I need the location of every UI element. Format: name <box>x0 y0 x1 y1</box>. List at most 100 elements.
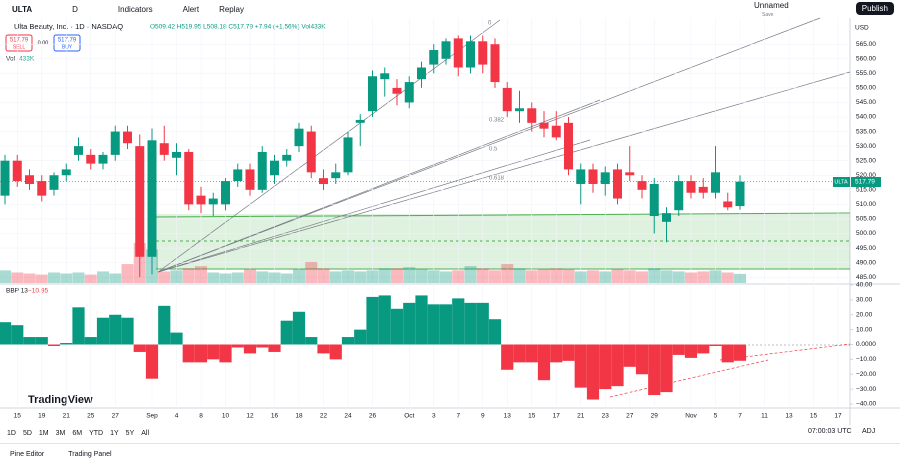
candle-body <box>698 186 708 193</box>
candle-body <box>649 183 659 217</box>
bbp-bar <box>550 344 563 363</box>
candle-body <box>441 41 451 59</box>
bbp-bar <box>292 311 306 345</box>
fan-line <box>157 71 851 273</box>
symbol[interactable]: ULTA <box>12 4 33 14</box>
bbp-tick-label: −40.00 <box>856 401 876 408</box>
sell-button[interactable] <box>5 34 33 52</box>
bbp-tick-label: −10.00 <box>856 356 876 363</box>
volume-bar <box>623 270 636 283</box>
spread: 0.00 <box>38 40 49 46</box>
candle-body <box>184 151 194 205</box>
y-tick-label: 505.00 <box>856 216 876 223</box>
x-tick-label: 15 <box>14 413 22 420</box>
bbp-bar <box>182 344 195 363</box>
candle-body <box>221 181 230 205</box>
range-button[interactable]: 1M <box>38 429 49 437</box>
interval[interactable]: D <box>72 4 78 14</box>
candle-body <box>453 38 463 68</box>
volume-bar <box>489 270 501 283</box>
bbp-bar <box>648 344 661 396</box>
volume-bar <box>317 268 330 283</box>
layout[interactable]: Unnamed Save <box>754 2 789 19</box>
x-tick-label: 27 <box>626 413 634 420</box>
save[interactable]: Save <box>762 12 774 18</box>
volume-bar <box>182 268 195 283</box>
volume-bar <box>378 268 391 283</box>
candle-body <box>723 201 733 208</box>
candle-body <box>515 108 524 112</box>
volume-bar <box>685 272 697 283</box>
candle-body <box>674 181 684 211</box>
y-tick-label: 565.00 <box>856 41 876 48</box>
chart: Ulta Beauty, Inc. · 1D · NASDAQ O509.42 … <box>0 17 900 425</box>
bbp-value: −10.95 <box>28 288 48 295</box>
volume-bar <box>574 271 587 283</box>
y-tick-label: 550.00 <box>856 85 876 92</box>
candle-body <box>686 181 696 193</box>
adj[interactable]: ADJ <box>862 428 876 435</box>
buy-button[interactable] <box>53 34 81 52</box>
range-button[interactable]: 5D <box>22 429 32 437</box>
candle-body <box>392 87 402 94</box>
range-button[interactable]: 1D <box>7 429 16 437</box>
currency: USD <box>855 25 869 32</box>
volume-bar <box>219 273 232 283</box>
y-tick-label: 520.00 <box>856 172 876 179</box>
candle-body <box>368 76 377 112</box>
x-tick-label: 29 <box>651 413 659 420</box>
price-tag-bg <box>851 177 881 187</box>
bbp-bar <box>84 337 97 345</box>
volume-bar <box>636 271 648 283</box>
volume-bar <box>538 269 550 283</box>
range-button[interactable]: 1Y <box>110 429 119 437</box>
range-button[interactable]: YTD <box>89 429 104 437</box>
indicators[interactable]: Indicators <box>117 4 153 14</box>
range-button[interactable]: 6M <box>72 429 83 437</box>
bbp-bar <box>341 337 355 345</box>
x-tick-label: 7 <box>738 413 742 420</box>
volume-bar <box>366 270 379 283</box>
volume-bar <box>280 273 293 283</box>
x-tick-label: 15 <box>810 413 818 420</box>
candle-body <box>159 143 169 155</box>
replay[interactable]: Replay <box>219 4 244 14</box>
y-tick-label: 490.00 <box>856 259 876 266</box>
bbp-bar <box>329 344 342 360</box>
volume-bar <box>23 273 36 283</box>
x-tick-label: 10 <box>222 413 230 420</box>
price-tag: 517.79 <box>855 179 875 186</box>
candle-body <box>306 131 316 173</box>
bbp-bar <box>537 344 551 381</box>
volume-bar <box>587 270 599 283</box>
trading-panel[interactable]: Trading Panel <box>68 450 112 458</box>
publish[interactable]: Publish <box>855 2 894 15</box>
bbp-bar <box>439 304 453 345</box>
y-tick-label: 535.00 <box>856 128 876 135</box>
range-button[interactable]: 3M <box>55 429 66 437</box>
range-button[interactable]: All <box>141 429 150 437</box>
alert[interactable]: Alert <box>182 4 200 14</box>
volume-bar <box>158 271 171 283</box>
candle-body <box>110 131 120 155</box>
range-button[interactable]: 5Y <box>125 429 135 437</box>
bbp-tick-label: 10.00 <box>856 326 873 333</box>
candle-body <box>539 122 549 129</box>
bbp-bar <box>72 307 85 345</box>
bbp-bar <box>709 344 722 346</box>
x-tick-label: 22 <box>320 413 328 420</box>
volume-bar <box>72 272 85 283</box>
volume-bar <box>170 270 183 283</box>
volume-bar <box>611 269 624 283</box>
sell-price: 517.79 <box>10 38 29 44</box>
candle-body <box>576 169 586 184</box>
pine-editor[interactable]: Pine Editor <box>10 450 45 458</box>
fan-line <box>157 99 601 273</box>
x-tick-label: 12 <box>246 413 254 420</box>
footer: Pine Editor Trading Panel <box>0 443 900 464</box>
candle-body <box>343 137 353 173</box>
x-tick-label: 5 <box>714 413 718 420</box>
bbp-bar <box>280 320 293 345</box>
y-tick-label: 510.00 <box>856 201 876 208</box>
bbp-bar <box>47 344 61 346</box>
